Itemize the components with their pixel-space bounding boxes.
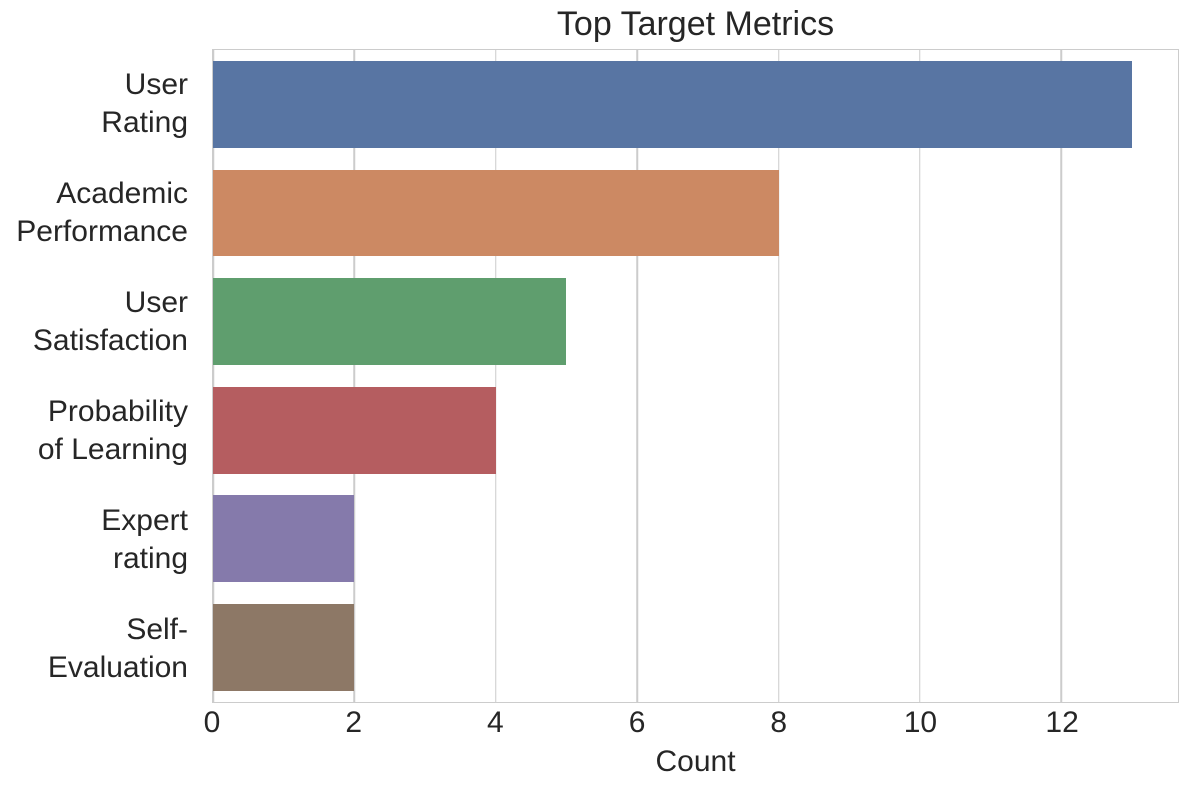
- bar-academic-performance: [213, 169, 779, 257]
- gridline-x-2: [353, 50, 356, 702]
- y-label-academic-performance: Academic Performance: [16, 176, 188, 248]
- y-axis-labels: User Rating Academic Performance User Sati…: [0, 49, 200, 703]
- y-label-user-rating: User Rating: [101, 67, 188, 139]
- y-label-probability-of-learning: Probability of Learning: [37, 394, 188, 466]
- bar-row-academic-performance: [213, 159, 1178, 268]
- gridline-x-8: [777, 50, 780, 702]
- chart-title: Top Target Metrics: [556, 5, 835, 43]
- gridlines: [212, 50, 1178, 702]
- bar-row-self-evaluation: [213, 593, 1178, 702]
- bar-self-evaluation: [213, 604, 355, 692]
- bar-user-satisfaction: [213, 278, 567, 366]
- x-tick-label-6: 6: [628, 706, 646, 739]
- y-label-user-satisfaction: User Satisfaction: [32, 285, 188, 357]
- gridline-x-6: [636, 50, 638, 702]
- x-tick-label-10: 10: [903, 706, 938, 739]
- y-label-expert-rating: Expert rating: [101, 503, 188, 575]
- bar-probability-of-learning: [213, 386, 496, 474]
- bar-user-rating: [213, 60, 1133, 148]
- x-axis-ticks: 0 2 4 6 8 10 12: [204, 706, 1179, 742]
- x-tick-label-4: 4: [487, 706, 504, 739]
- x-tick-label-8: 8: [770, 706, 788, 739]
- gridline-x-10: [919, 50, 921, 702]
- x-tick-label-12: 12: [1045, 706, 1079, 739]
- x-axis-label: Count: [655, 745, 736, 778]
- x-tick-label-0: 0: [203, 706, 221, 739]
- gridline-x-0: [212, 50, 214, 702]
- bar-row-expert-rating: [213, 485, 1178, 594]
- bars-container: [213, 50, 1178, 702]
- y-label-self-evaluation: Self- Evaluation: [47, 612, 188, 684]
- bar-row-probability-of-learning: [213, 376, 1178, 485]
- gridline-x-4: [495, 50, 497, 702]
- x-tick-label-2: 2: [345, 706, 363, 739]
- bar-row-user-satisfaction: [213, 267, 1178, 376]
- bar-row-user-rating: [213, 50, 1178, 159]
- gridline-x-12: [1060, 50, 1063, 702]
- plot-area: [212, 49, 1179, 703]
- bar-expert-rating: [213, 495, 355, 583]
